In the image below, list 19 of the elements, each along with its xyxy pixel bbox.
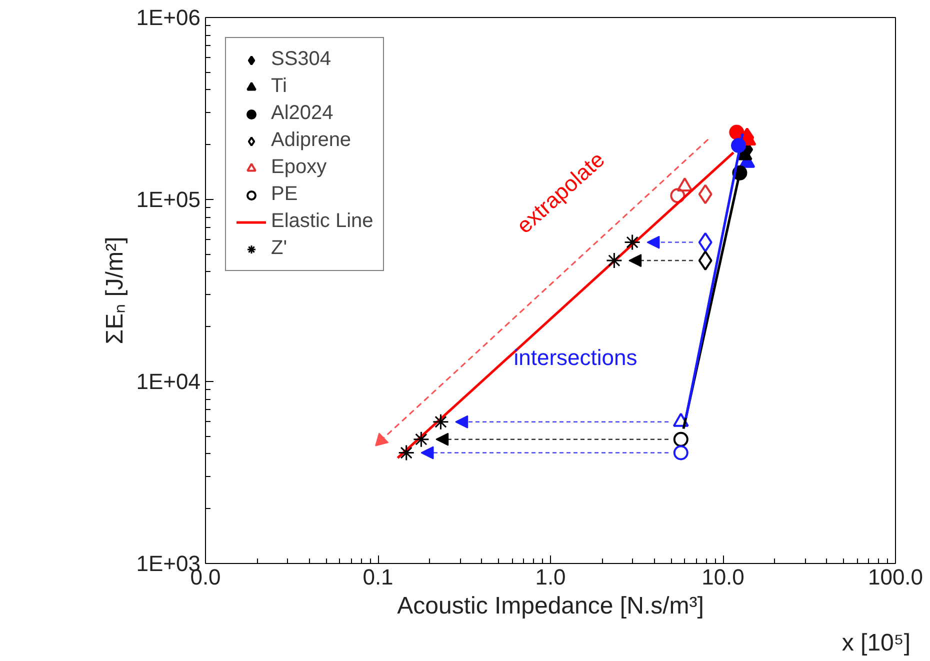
- legend-label: Elastic Line: [271, 210, 374, 233]
- x-axis-title: Acoustic Impedance [N.s/m³]: [397, 592, 704, 620]
- x-tick-label: 0.1: [362, 564, 394, 590]
- x-tick-label: 10.0: [702, 564, 744, 590]
- x-tick-label: 100.0: [868, 564, 924, 590]
- annotation: intersections: [514, 345, 638, 370]
- y-axis-title: ΣEₙ [J/m²]: [101, 236, 128, 344]
- y-tick-label: 1E+05: [136, 187, 201, 212]
- legend-label: Epoxy: [271, 156, 327, 179]
- legend-label: Al2024: [271, 102, 334, 125]
- text: x [10⁵]: [842, 630, 911, 656]
- y-tick-label: 1E+04: [136, 369, 201, 394]
- x-tick-label: 1.0: [535, 564, 566, 590]
- legend-label: PE: [271, 183, 298, 206]
- legend-label: SS304: [271, 48, 332, 71]
- legend-label: Ti: [271, 75, 288, 98]
- y-tick-label: 1E+06: [136, 5, 201, 30]
- legend-label: Adiprene: [271, 129, 352, 152]
- legend-label: Z': [271, 237, 288, 260]
